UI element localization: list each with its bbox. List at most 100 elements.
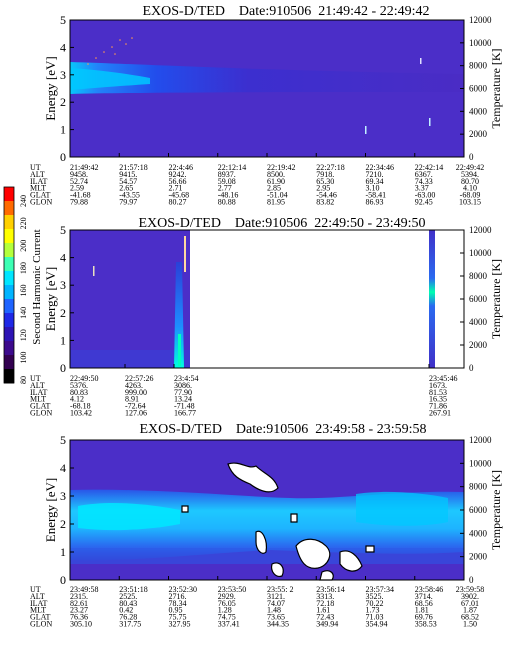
- panel-3-band-right: [356, 491, 448, 526]
- cell-glat: -51.04: [267, 191, 288, 200]
- panel-2-info-table: UT 22:49:50 22:57:26 23:4:54 23:45:46 ALT 5376…: [30, 374, 457, 418]
- cell-mlt: 1.28: [218, 606, 232, 615]
- colorbar-swatches: [3, 186, 15, 384]
- cell-glat: 74.75: [218, 613, 236, 622]
- speckle: [95, 57, 97, 59]
- ylabel: Energy [eV]: [43, 56, 58, 120]
- cell-mlt: 2.71: [169, 184, 183, 193]
- colorbar-tick-label: 200: [19, 240, 28, 252]
- cell-mlt: 3.10: [366, 184, 380, 193]
- cell-alt: 7918.: [316, 170, 334, 179]
- cell-glon: 80.88: [218, 198, 236, 207]
- ytick-label: 5: [60, 223, 66, 237]
- cell-alt: 2525.: [119, 592, 137, 601]
- cell-ilat: 74.07: [267, 599, 285, 608]
- cell-ut: 23:52:30: [169, 585, 197, 594]
- cell-mlt: 2.77: [218, 184, 232, 193]
- panel-3-no-data-regions: [181, 462, 375, 581]
- panel-2-spike-core: [178, 334, 181, 366]
- colorbar-tick-label: 160: [19, 285, 28, 297]
- ytick-label: 0: [60, 573, 66, 587]
- ylabel: Energy [eV]: [43, 267, 58, 331]
- y2tick-label: 2000: [469, 552, 488, 562]
- row-label: GLON: [30, 620, 52, 629]
- cell-glat: -45.68: [169, 191, 190, 200]
- cell-alt: 3525.: [366, 592, 384, 601]
- panel-1-mark: [365, 126, 367, 134]
- y2tick-label: 0: [469, 363, 474, 373]
- cell-ut: 22:34:46: [366, 163, 394, 172]
- panel-3: EXOS-D/TED Date:910506 23:49:58 - 23:59:…: [69, 422, 465, 581]
- cell-glat: -71.48: [174, 402, 195, 411]
- colorbar-swatch: [4, 313, 14, 328]
- cell-ilat: 80.83: [70, 388, 88, 397]
- row-label: GLON: [30, 409, 52, 418]
- ytick-label: 0: [60, 150, 66, 164]
- cell-ilat: 72.18: [316, 599, 334, 608]
- ytick-label: 1: [60, 123, 66, 137]
- cell-glat: -68.18: [70, 402, 91, 411]
- colorbar-swatch: [4, 257, 14, 272]
- cell-glon: 103.15: [459, 198, 481, 207]
- panel-3-info-table: UT 23:49:58 23:51:18 23:52:30 23:53:50 23:55:…: [30, 585, 484, 629]
- cell-glon: 81.95: [267, 198, 285, 207]
- cell-glat: -43.55: [119, 191, 140, 200]
- panel-2-mark: [93, 266, 95, 276]
- y2tick-label: 2000: [469, 340, 488, 350]
- colorbar-tick-label: 80: [19, 376, 28, 384]
- cell-ilat: 76.05: [218, 599, 236, 608]
- cell-ilat: 78.34: [169, 599, 187, 608]
- y2tick-label: 6000: [469, 84, 488, 94]
- cell-ut: 23:57:34: [366, 585, 394, 594]
- y2label: Temperature [K]: [489, 470, 503, 550]
- no-data-blob: [271, 562, 284, 577]
- cell-glat: -41.68: [70, 191, 91, 200]
- cell-glat: -72.64: [125, 402, 146, 411]
- cell-ilat: 61.90: [267, 177, 285, 186]
- cell-mlt: 2.65: [119, 184, 133, 193]
- colorbar-swatch: [4, 229, 14, 244]
- cell-alt: 8500.: [267, 170, 285, 179]
- ytick-label: 4: [60, 251, 66, 265]
- cell-glat: -54.46: [316, 191, 337, 200]
- cell-glon: 317.75: [119, 620, 141, 629]
- panel-1-plot-area: [69, 19, 465, 158]
- y2tick-label: 4000: [469, 528, 488, 538]
- colorbar-tick-label: 220: [19, 217, 28, 229]
- row-label: GLAT: [30, 191, 51, 200]
- colorbar-tick-label: 100: [19, 352, 28, 364]
- cell-ut: 22:49:50: [70, 374, 98, 383]
- cell-ut: 23:49:58: [70, 585, 98, 594]
- cell-ut: 22:49:42: [456, 163, 484, 172]
- panel-3-axes: 0 1 2 3 4 5 0 2000 4000 6000 8000 10000 12000 Energy …: [30, 433, 503, 629]
- cell-ilat: 52.74: [70, 177, 88, 186]
- colorbar-ticks: 240 220 200 180 160 140 120 100 80: [19, 195, 28, 384]
- panel-1-mark: [420, 58, 422, 64]
- cell-glat: 76.36: [70, 613, 88, 622]
- panel-3-lower-band: [70, 548, 464, 564]
- cell-alt: 2716.: [169, 592, 187, 601]
- axes: 012345020004000600080001000012000Energy …: [30, 13, 503, 629]
- cell-ut: 23:51:18: [119, 585, 147, 594]
- row-label: ILAT: [30, 388, 47, 397]
- cell-glon: 337.41: [218, 620, 240, 629]
- panel-2-spike: [174, 262, 184, 368]
- colorbar-swatch: [4, 285, 14, 300]
- cell-glat: -63.00: [415, 191, 436, 200]
- cell-ilat: 56.66: [169, 177, 187, 186]
- cell-glon: 103.42: [70, 409, 92, 418]
- panel-1-axes: 0 1 2 3 4 5 0 2000 4000 6000 8000 10000 12000 Energy …: [30, 13, 503, 207]
- cell-glon: 79.88: [70, 198, 88, 207]
- cell-mlt: 16.35: [429, 395, 447, 404]
- colorbar-swatch: [4, 341, 14, 356]
- cell-mlt: 3.37: [415, 184, 429, 193]
- cell-mlt: 23.27: [70, 606, 88, 615]
- cell-ut: 22:4:46: [169, 163, 193, 172]
- cell-alt: 2315.: [70, 592, 88, 601]
- ytick-label: 3: [60, 489, 66, 503]
- cell-glon: 267.91: [429, 409, 451, 418]
- cell-ilat: 999.00: [125, 388, 147, 397]
- row-label: GLAT: [30, 613, 51, 622]
- cell-ut: 22:57:26: [125, 374, 153, 383]
